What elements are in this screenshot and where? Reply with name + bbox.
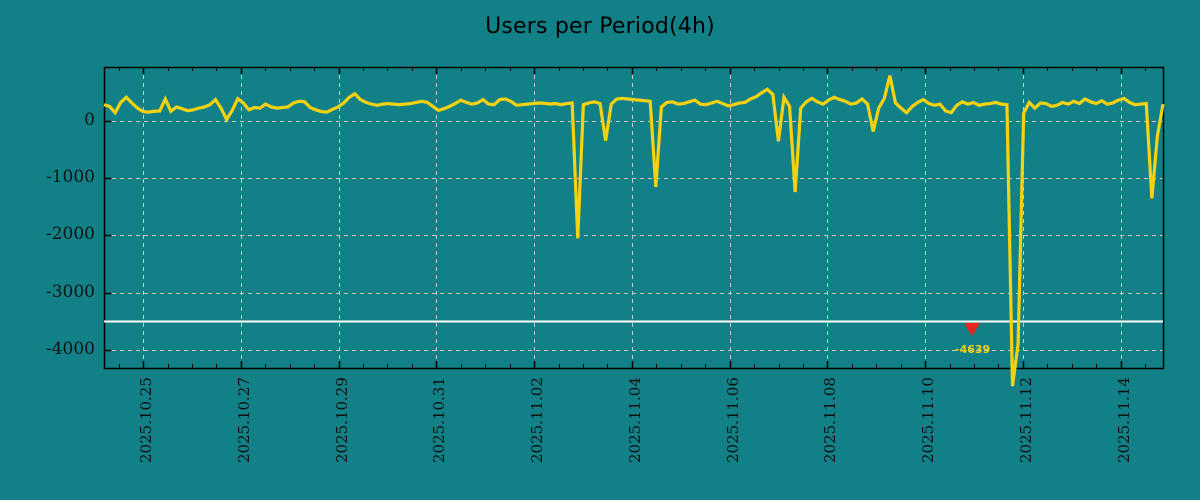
- y-axis-tick-label: -2000: [45, 224, 95, 245]
- x-axis-tick-label: 2025.10.29: [332, 377, 351, 463]
- triangle-down-icon: [964, 323, 980, 336]
- plot-frame: [103, 66, 1165, 370]
- min-value-marker-icon: [964, 323, 980, 336]
- x-axis-tick-label: 2025.11.10: [919, 377, 938, 463]
- x-axis-tick-label: 2025.11.08: [821, 377, 840, 463]
- page-title: Users per Period(4h): [485, 14, 715, 39]
- x-axis-tick-label: 2025.10.31: [430, 377, 449, 463]
- grid-lines: [104, 67, 1163, 368]
- axis-frame: [103, 66, 1165, 370]
- y-axis-tick-label: -3000: [45, 281, 95, 302]
- y-axis-tick-label: 0: [84, 110, 95, 131]
- x-axis-tick-label: 2025.11.04: [625, 377, 644, 463]
- x-axis-tick-label: 2025.11.06: [723, 377, 742, 463]
- x-axis-tick-label: 2025.11.12: [1016, 377, 1035, 463]
- x-axis-tick-label: 2025.10.25: [137, 377, 156, 463]
- x-axis-tick-label: 2025.11.14: [1114, 377, 1133, 463]
- data-series-line: [103, 75, 1165, 387]
- y-axis-tick-label: -1000: [45, 167, 95, 188]
- series-polyline: [103, 75, 1165, 387]
- min-value-annotation: -4639: [955, 343, 991, 356]
- x-axis-tick-label: 2025.11.02: [528, 377, 547, 463]
- y-axis-tick-label: -4000: [45, 338, 95, 359]
- x-axis-tick-label: 2025.10.27: [234, 377, 253, 463]
